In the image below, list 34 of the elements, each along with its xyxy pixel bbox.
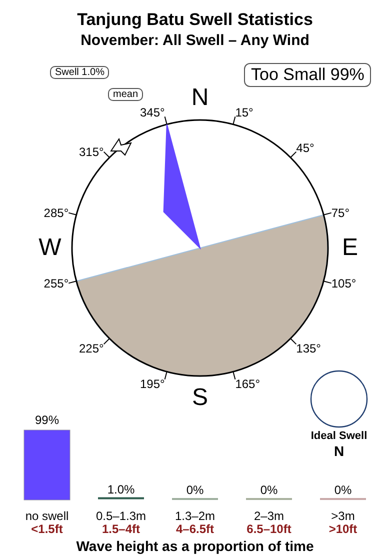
text: W bbox=[38, 234, 62, 262]
spoke-label: 345° bbox=[140, 106, 165, 120]
spoke-label: 15° bbox=[235, 106, 254, 120]
spoke-label: 195° bbox=[140, 376, 165, 391]
data-label: 1.0% bbox=[107, 482, 135, 496]
x-axis-title: Wave height as a proportion of time bbox=[75, 538, 315, 554]
spoke-label: 225° bbox=[79, 342, 104, 356]
x-tick-label: no swell <1.5ft bbox=[25, 509, 69, 536]
text: S bbox=[190, 384, 209, 412]
chart-title: Tanjung Batu Swell Statistics bbox=[76, 10, 314, 30]
spoke-label: 315° bbox=[79, 145, 104, 160]
text: mean bbox=[108, 88, 144, 101]
data-label: 99% bbox=[34, 413, 60, 427]
x-tick-label: >3m >10ft bbox=[328, 509, 358, 536]
annotation: N bbox=[332, 443, 346, 459]
spoke-label: 255° bbox=[44, 276, 69, 290]
spoke-label: 285° bbox=[44, 206, 69, 220]
text: Too Small 99% bbox=[244, 63, 372, 87]
spoke-label: 165° bbox=[235, 376, 260, 391]
spoke-label: 75° bbox=[331, 206, 350, 220]
spoke-label: 135° bbox=[296, 342, 322, 356]
data-label: 0% bbox=[260, 483, 278, 497]
x-tick-label: 1.3–2m 4–6.5ft bbox=[174, 509, 216, 536]
text: N bbox=[190, 84, 210, 112]
x-tick-label: 0.5–1.3m 1.5–4ft bbox=[96, 509, 146, 536]
annotation: Ideal Swell bbox=[310, 430, 368, 442]
data-label: 0% bbox=[334, 483, 352, 497]
chart-subtitle: November: All Swell – Any Wind bbox=[80, 32, 310, 49]
text: Swell 1.0% bbox=[50, 66, 110, 79]
text: E bbox=[340, 234, 359, 262]
spoke-label: 45° bbox=[296, 140, 315, 155]
x-tick-label: 2–3m 6.5–10ft bbox=[246, 509, 292, 536]
spoke-label: 105° bbox=[331, 276, 356, 290]
data-label: 0% bbox=[186, 483, 204, 497]
